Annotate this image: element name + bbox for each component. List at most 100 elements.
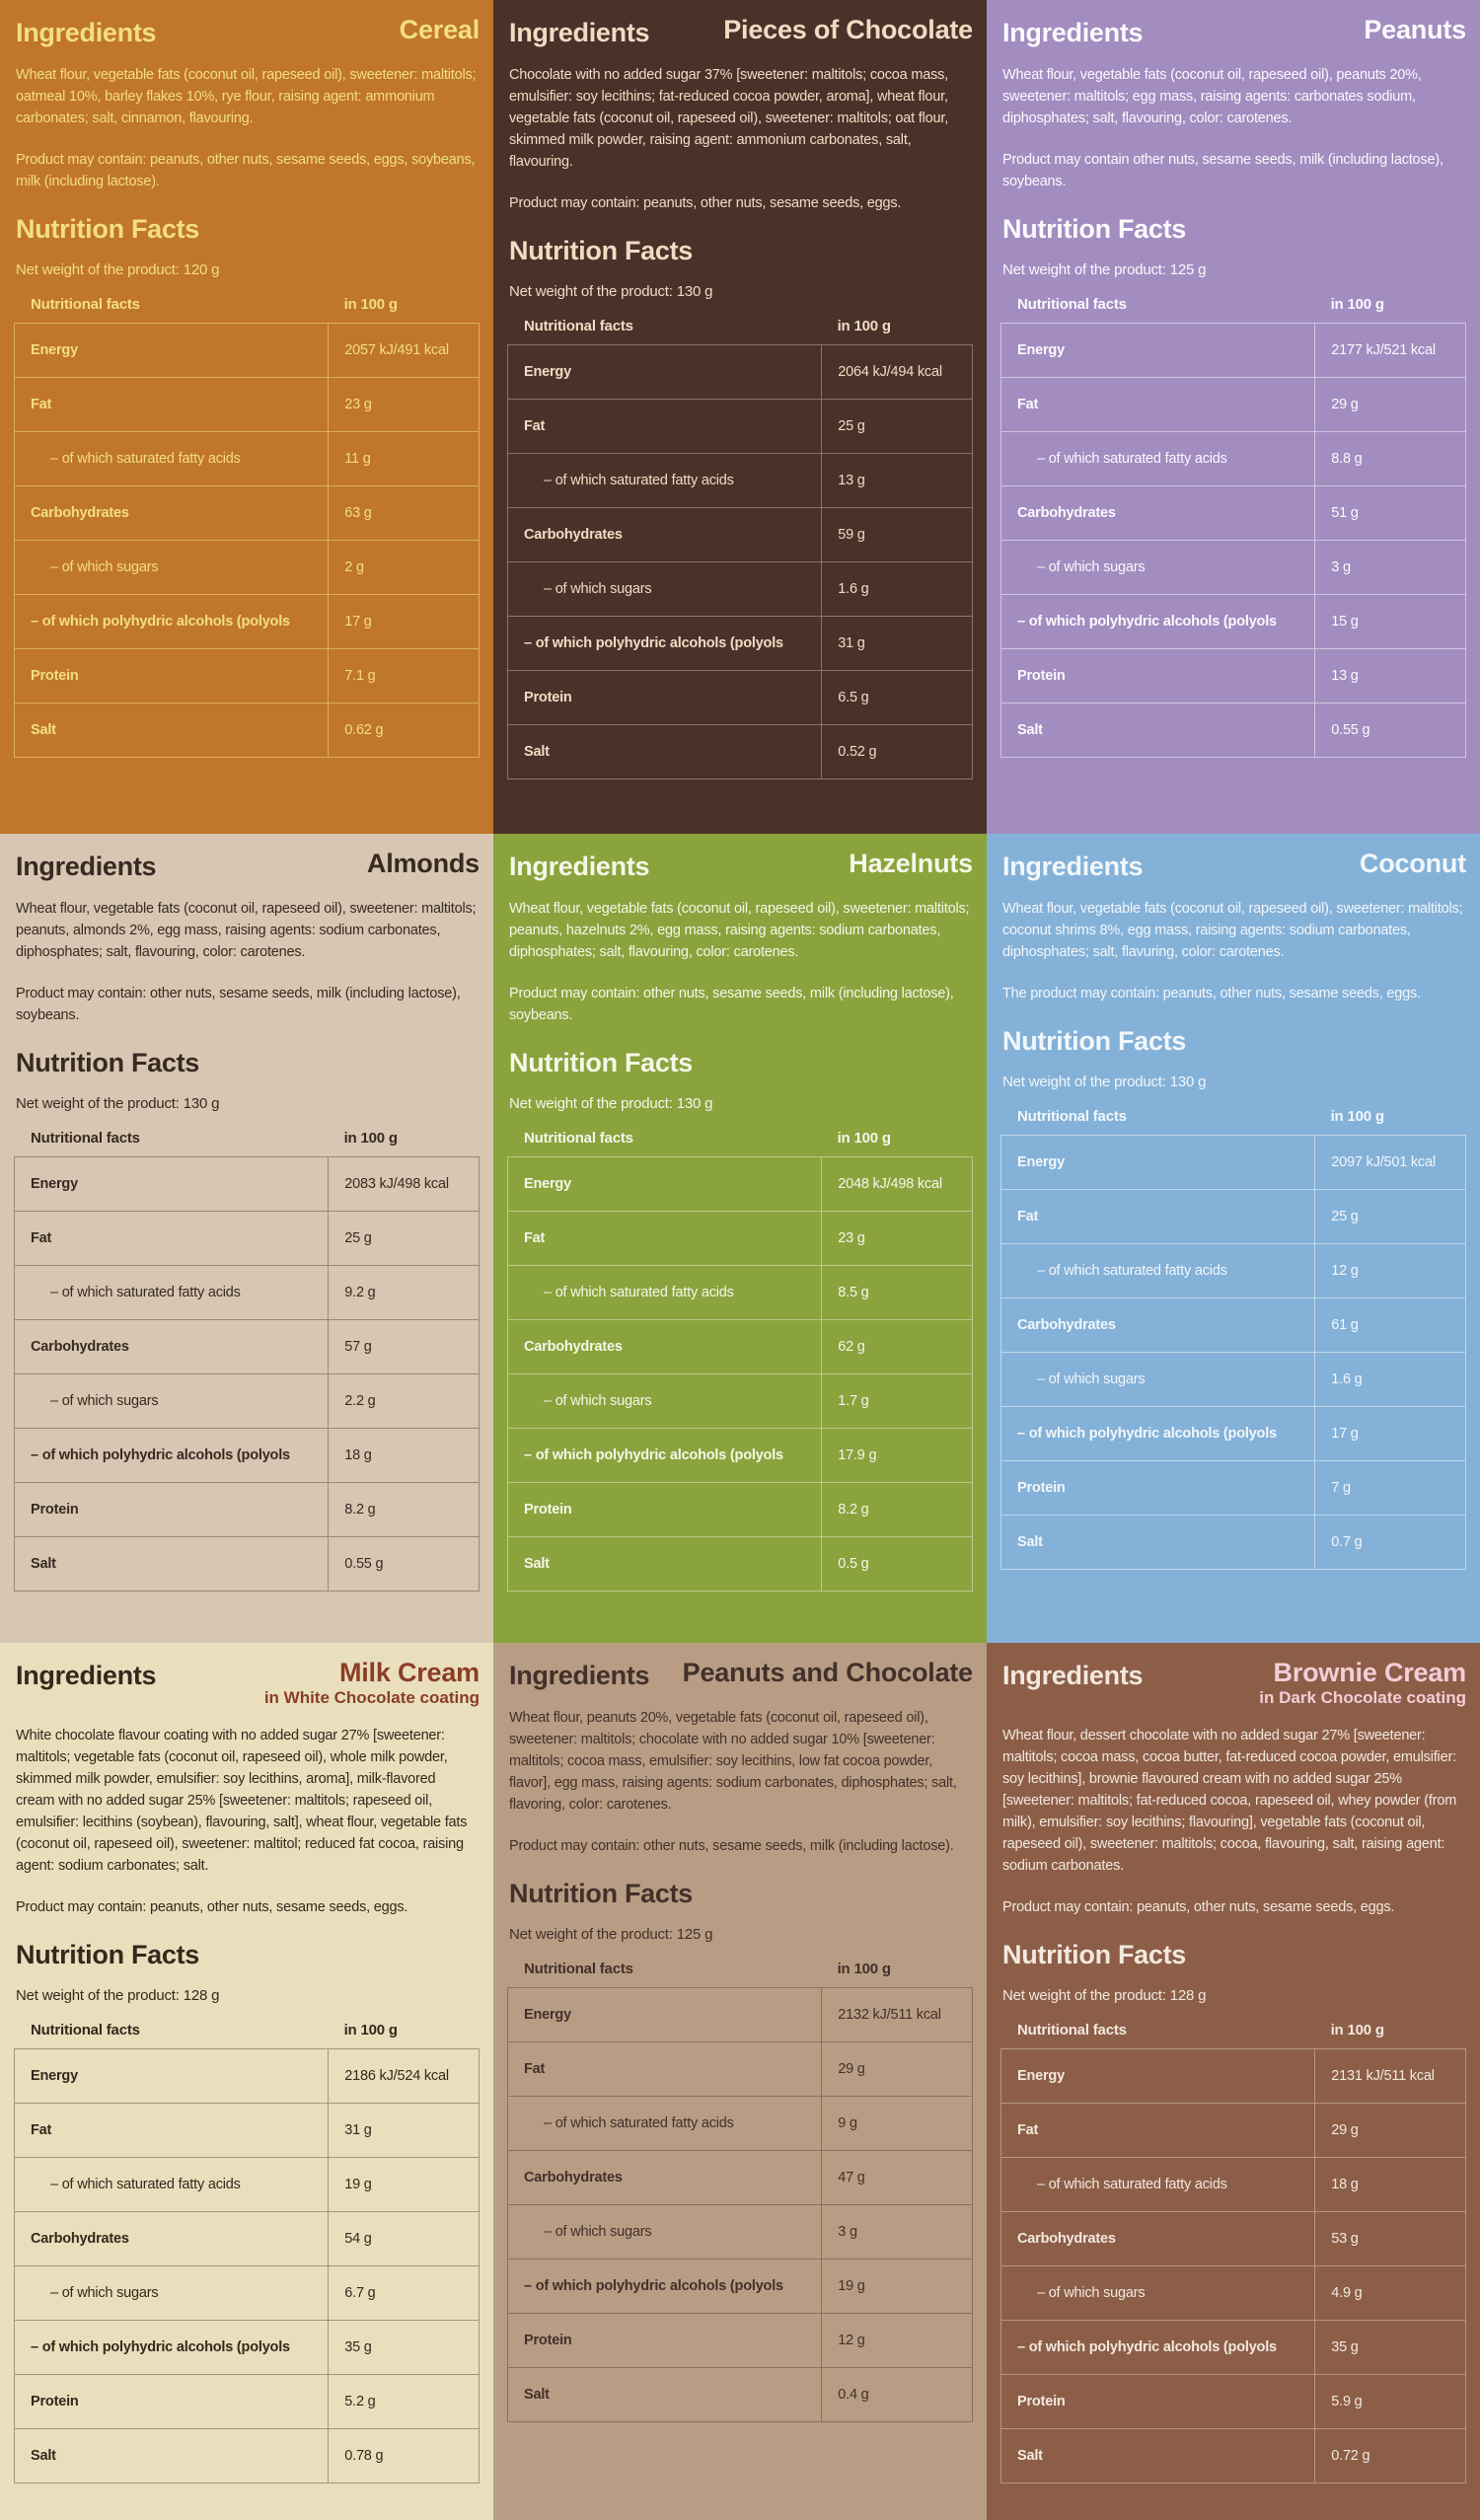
table-row: – of which saturated fatty acids 9 g (508, 2097, 972, 2151)
nutrient-value: 15 g (1314, 595, 1465, 648)
nutrient-value: 0.5 g (821, 1537, 972, 1591)
ingredients-heading: Ingredients (1002, 18, 1144, 47)
nutrient-value: 12 g (1314, 1244, 1465, 1297)
nutrient-value: 47 g (821, 2151, 972, 2204)
nutrient-label: Energy (1017, 2067, 1065, 2084)
nutrient-label: – of which saturated fatty acids (544, 473, 734, 488)
nutrient-label: Energy (1017, 342, 1065, 358)
ingredients-heading: Ingredients (16, 18, 157, 47)
nutrient-label: Carbohydrates (31, 2230, 129, 2247)
nutrition-facts-table: Energy 2083 kJ/498 kcal Fat 25 g – of which … (14, 1156, 480, 1592)
allergen-notice-text: Product may contain: peanuts, other nuts… (509, 195, 902, 211)
nutrient-value: 1.6 g (1314, 1353, 1465, 1406)
nutrient-value: 19 g (821, 2260, 972, 2313)
table-row: – of which sugars 1.6 g (1001, 1353, 1465, 1407)
ingredients-text: Wheat flour, vegetable fats (coconut oil… (1002, 67, 1422, 126)
nutrition-facts-table: Energy 2048 kJ/498 kcal Fat 23 g – of which … (507, 1156, 973, 1592)
product-name-block: Cereal (166, 16, 481, 44)
nutrient-value: 11 g (328, 432, 479, 485)
nutrient-label: Salt (1017, 722, 1043, 738)
facts-table-header: Nutritional facts in 100 g (507, 1961, 973, 1977)
table-row: – of which saturated fatty acids 8.8 g (1001, 432, 1465, 486)
nutrient-label: Energy (31, 2067, 78, 2084)
product-name-block: Pieces of Chocolate (659, 15, 973, 44)
nutrient-value: 17.9 g (821, 1429, 972, 1482)
panel-header: Ingredients Peanuts (1000, 16, 1466, 48)
table-row: Salt 0.5 g (508, 1537, 972, 1591)
nutrient-value: 13 g (821, 454, 972, 507)
nutrient-value: 18 g (328, 1429, 479, 1482)
ingredients-heading: Ingredients (1002, 852, 1144, 881)
table-row: Salt 0.62 g (15, 704, 479, 757)
label-panel-almonds: Ingredients Almonds Wheat flour, vegetable… (0, 834, 493, 1643)
label-panel-milk-cream: Ingredients Milk Cream in White Chocolate … (0, 1643, 493, 2520)
nutrition-facts-table: Energy 2177 kJ/521 kcal Fat 29 g – of which … (1000, 323, 1466, 758)
net-weight-text: Net weight of the product: 130 g (509, 1095, 713, 1112)
table-row: – of which sugars 4.9 g (1001, 2265, 1465, 2321)
nutrient-value: 53 g (1314, 2211, 1465, 2265)
product-name: Pieces of Chocolate (723, 15, 973, 44)
facts-header-unit: in 100 g (1330, 296, 1384, 313)
nutrient-label: – of which polyhydric alcohols (polyols (31, 2338, 290, 2355)
ingredients-heading: Ingredients (509, 18, 650, 47)
table-row: Salt 0.4 g (508, 2368, 972, 2421)
nutrition-facts-heading: Nutrition Facts (1002, 214, 1187, 244)
label-panel-cereal: Ingredients Cereal Wheat flour, vegetable … (0, 0, 493, 834)
nutrient-label: Carbohydrates (1017, 2230, 1116, 2247)
nutrient-label: – of which sugars (1037, 2284, 1146, 2301)
ingredients-text: Wheat flour, dessert chocolate with no a… (1002, 1727, 1457, 1874)
nutrient-value: 0.52 g (821, 725, 972, 778)
table-row: Protein 5.2 g (15, 2374, 479, 2429)
nutrient-label: – of which saturated fatty acids (544, 1285, 734, 1300)
nutrition-facts-heading: Nutrition Facts (16, 1048, 200, 1077)
nutrition-facts-table: Energy 2064 kJ/494 kcal Fat 25 g – of which … (507, 344, 973, 779)
nutrition-facts-heading: Nutrition Facts (1002, 1026, 1187, 1056)
nutrient-value: 35 g (1314, 2320, 1465, 2374)
product-name-block: Hazelnuts (659, 850, 973, 878)
table-row: Salt 0.7 g (1001, 1516, 1465, 1569)
table-row: Energy 2186 kJ/524 kcal (15, 2048, 479, 2104)
nutrient-label: Protein (1017, 668, 1066, 684)
ingredients-heading: Ingredients (1002, 1661, 1144, 1690)
product-name: Milk Cream (338, 1658, 480, 1687)
nutrient-label: – of which polyhydric alcohols (polyols (31, 614, 290, 630)
nutrient-label: Protein (31, 668, 79, 684)
nutrient-value: 54 g (328, 2211, 479, 2265)
table-row: – of which saturated fatty acids 12 g (1001, 1244, 1465, 1298)
label-panel-coconut: Ingredients Coconut Wheat flour, vegetable… (987, 834, 1480, 1643)
product-name-block: Milk Cream in White Chocolate coating (166, 1659, 480, 1709)
product-name-block: Brownie Cream in Dark Chocolate coating (1152, 1659, 1466, 1709)
net-weight-text: Net weight of the product: 128 g (1002, 1986, 1207, 2004)
nutrient-value: 1.6 g (821, 562, 972, 616)
table-row: Protein 5.9 g (1001, 2374, 1465, 2429)
nutrient-label: – of which sugars (544, 2224, 652, 2240)
nutrient-value: 19 g (328, 2157, 479, 2211)
nutrient-value: 4.9 g (1314, 2265, 1465, 2320)
nutrient-value: 2131 kJ/511 kcal (1314, 2048, 1465, 2103)
nutrient-label: – of which polyhydric alcohols (polyols (524, 1447, 783, 1463)
nutrient-label: Energy (31, 1176, 78, 1192)
nutrient-value: 25 g (328, 1212, 479, 1265)
nutrient-label: – of which sugars (50, 1393, 159, 1409)
table-row: – of which saturated fatty acids 18 g (1001, 2157, 1465, 2212)
allergen-notice-text: Product may contain: other nuts, sesame … (16, 986, 461, 1023)
table-row: Fat 23 g (15, 378, 479, 432)
table-row: – of which saturated fatty acids 13 g (508, 454, 972, 508)
table-row: Carbohydrates 47 g (508, 2151, 972, 2205)
table-row: Carbohydrates 57 g (15, 1320, 479, 1374)
nutrient-label: – of which polyhydric alcohols (polyols (1017, 2338, 1277, 2355)
panel-header: Ingredients Milk Cream in White Chocolate … (14, 1659, 480, 1709)
nutrient-label: Energy (524, 364, 571, 380)
nutrient-label: – of which saturated fatty acids (544, 2115, 734, 2131)
nutrient-value: 17 g (328, 595, 479, 648)
nutrient-value: 0.4 g (821, 2368, 972, 2421)
facts-table-header: Nutritional facts in 100 g (1000, 2022, 1466, 2038)
product-name-block: Peanuts (1152, 16, 1466, 44)
facts-header-unit: in 100 g (837, 1961, 891, 1977)
table-row: Salt 0.78 g (15, 2428, 479, 2483)
table-row: – of which sugars 2.2 g (15, 1374, 479, 1429)
table-row: – of which saturated fatty acids 11 g (15, 432, 479, 486)
nutrition-facts-heading: Nutrition Facts (509, 1048, 694, 1077)
table-row: – of which polyhydric alcohols (polyols 1… (508, 1429, 972, 1483)
